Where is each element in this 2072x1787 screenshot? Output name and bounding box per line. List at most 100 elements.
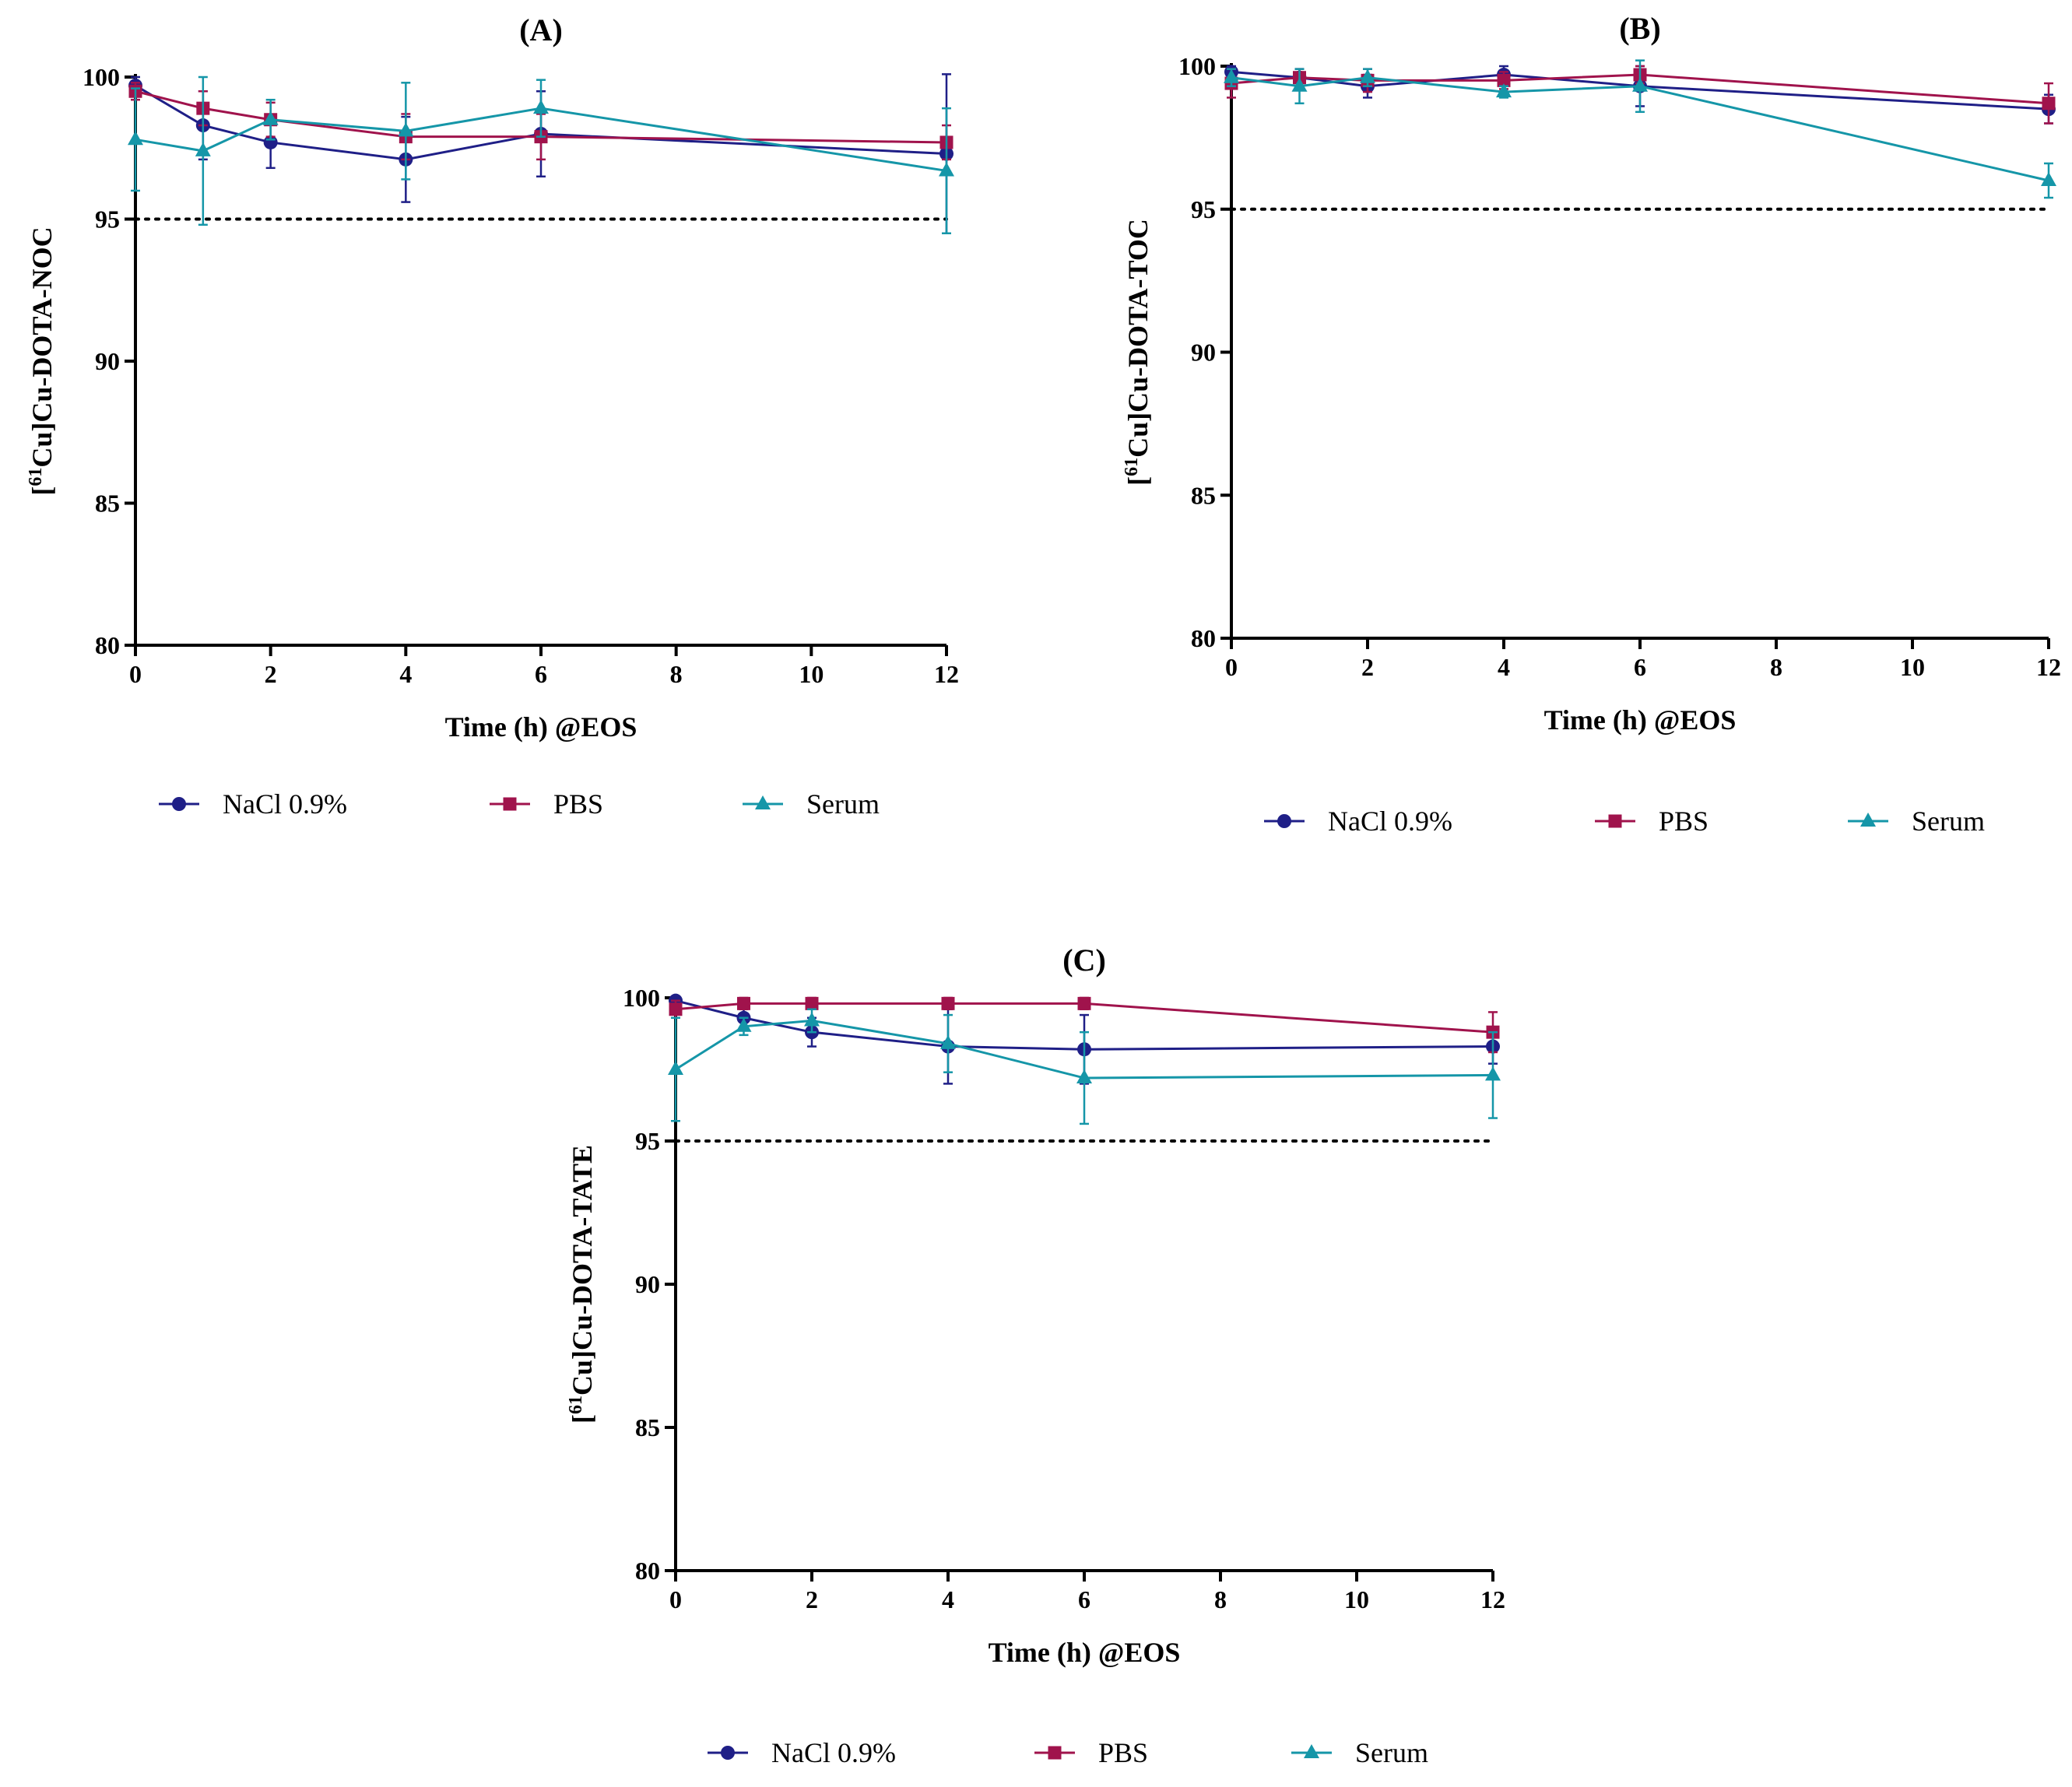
data-point (195, 142, 211, 156)
legend-marker (1608, 814, 1622, 828)
data-point (940, 1034, 956, 1049)
x-tick-label: 8 (670, 660, 683, 688)
data-point (939, 162, 954, 177)
y-tick-label: 80 (1191, 624, 1216, 652)
legend-item: NaCl 0.9% (159, 788, 347, 820)
series-serum (668, 1008, 1501, 1125)
series-serum (128, 75, 954, 234)
data-point (2042, 97, 2056, 111)
data-point (804, 1012, 820, 1027)
x-tick-label: 2 (265, 660, 277, 688)
data-point (737, 996, 750, 1010)
data-point (398, 122, 414, 137)
data-point (1360, 68, 1375, 83)
legend-item: NaCl 0.9% (708, 1737, 896, 1768)
legend-label: NaCl 0.9% (771, 1737, 896, 1768)
y-tick-label: 90 (1191, 339, 1216, 367)
legend-marker (1304, 1744, 1319, 1758)
chart-panel-b: (B) 80 85 90 95 100 0 2 4 6 8 10 12 Time (h) @EOS [61C… (1122, 11, 2061, 837)
y-tick-label: 100 (1178, 52, 1216, 80)
legend: NaCl 0.9% PBS Serum (1264, 806, 1985, 837)
x-tick-label: 8 (1214, 1585, 1227, 1613)
legend-item: PBS (1595, 806, 1709, 837)
legend-label: PBS (1098, 1737, 1148, 1768)
x-tick-label: 10 (1900, 653, 1925, 681)
x-tick-label: 12 (1480, 1585, 1505, 1613)
data-point (805, 996, 819, 1010)
y-tick-label: 95 (95, 205, 120, 233)
data-point (941, 996, 955, 1010)
legend-item: NaCl 0.9% (1264, 806, 1452, 837)
x-tick-label: 12 (2036, 653, 2061, 681)
y-tick-label: 80 (635, 1557, 660, 1585)
data-point (262, 111, 279, 125)
data-point (669, 1002, 683, 1016)
y-tick-label: 90 (635, 1270, 660, 1298)
data-point (1632, 77, 1648, 92)
legend-label: Serum (1912, 806, 1985, 837)
data-point (2041, 172, 2056, 186)
x-tick-label: 8 (1770, 653, 1782, 681)
x-axis-label: Time (h) @EOS (445, 711, 637, 743)
legend: NaCl 0.9% PBS Serum (708, 1737, 1428, 1768)
x-axis-label: Time (h) @EOS (1544, 704, 1737, 736)
data-point (1077, 996, 1091, 1010)
data-point (1496, 83, 1512, 98)
series-line (675, 1002, 1494, 1034)
x-tick-label: 4 (942, 1585, 954, 1613)
legend-label: PBS (1659, 806, 1709, 837)
legend-label: NaCl 0.9% (1328, 806, 1452, 837)
data-point (1224, 68, 1239, 83)
legend-marker (1048, 1746, 1062, 1760)
legend-marker (1860, 813, 1876, 827)
x-tick-label: 0 (669, 1585, 682, 1613)
chart-panel-c: (C) 80 85 90 95 100 0 2 4 6 8 10 12 Time (h) @EOS [61C… (566, 943, 1505, 1768)
x-tick-label: 0 (129, 660, 142, 688)
chart-panel-a: (A) 80 85 90 95 100 0 2 4 6 8 10 12 Time (h) @EOS [61C… (26, 12, 959, 820)
legend-marker (755, 795, 771, 809)
series-line (135, 90, 947, 144)
data-point (533, 100, 549, 114)
y-axis-label: [61Cu]Cu-DOTA-TATE (566, 1145, 598, 1424)
panel-title: (B) (1619, 11, 1660, 46)
x-tick-label: 12 (934, 660, 959, 688)
x-tick-label: 6 (535, 660, 547, 688)
x-tick-label: 10 (799, 660, 824, 688)
y-tick-label: 95 (635, 1127, 660, 1155)
panel-title: (C) (1062, 943, 1106, 978)
x-tick-label: 6 (1634, 653, 1646, 681)
y-axis-label: [61Cu]Cu-DOTA-TOC (1122, 219, 1154, 486)
data-point (1497, 73, 1511, 87)
y-tick-label: 85 (635, 1413, 660, 1441)
y-axis-label: [61Cu]Cu-DOTA-NOC (26, 226, 58, 495)
legend-item: PBS (490, 788, 603, 820)
panel-title: (A) (519, 12, 563, 47)
legend-marker (503, 797, 517, 811)
series-line (1231, 73, 2049, 105)
x-axis-label: Time (h) @EOS (989, 1637, 1181, 1668)
legend-label: Serum (1355, 1737, 1428, 1768)
legend-item: PBS (1034, 1737, 1148, 1768)
data-point (668, 1061, 683, 1075)
x-tick-label: 10 (1344, 1585, 1369, 1613)
series-line (1231, 76, 2049, 182)
data-point (1076, 1069, 1092, 1084)
legend-item: Serum (1848, 806, 1985, 837)
x-tick-label: 4 (399, 660, 412, 688)
legend-label: NaCl 0.9% (223, 788, 347, 820)
legend-label: PBS (553, 788, 603, 820)
y-tick-label: 80 (95, 631, 120, 659)
y-tick-label: 100 (623, 984, 660, 1012)
data-point (128, 131, 143, 146)
y-tick-label: 85 (95, 490, 120, 518)
x-tick-label: 0 (1225, 653, 1238, 681)
x-tick-label: 2 (806, 1585, 818, 1613)
x-tick-label: 6 (1078, 1585, 1090, 1613)
legend-marker (721, 1746, 735, 1760)
y-tick-label: 100 (83, 63, 120, 91)
x-tick-label: 2 (1361, 653, 1374, 681)
data-point (1291, 77, 1308, 92)
legend-marker (1277, 814, 1291, 828)
series-line (675, 999, 1494, 1051)
legend-item: Serum (1291, 1737, 1428, 1768)
